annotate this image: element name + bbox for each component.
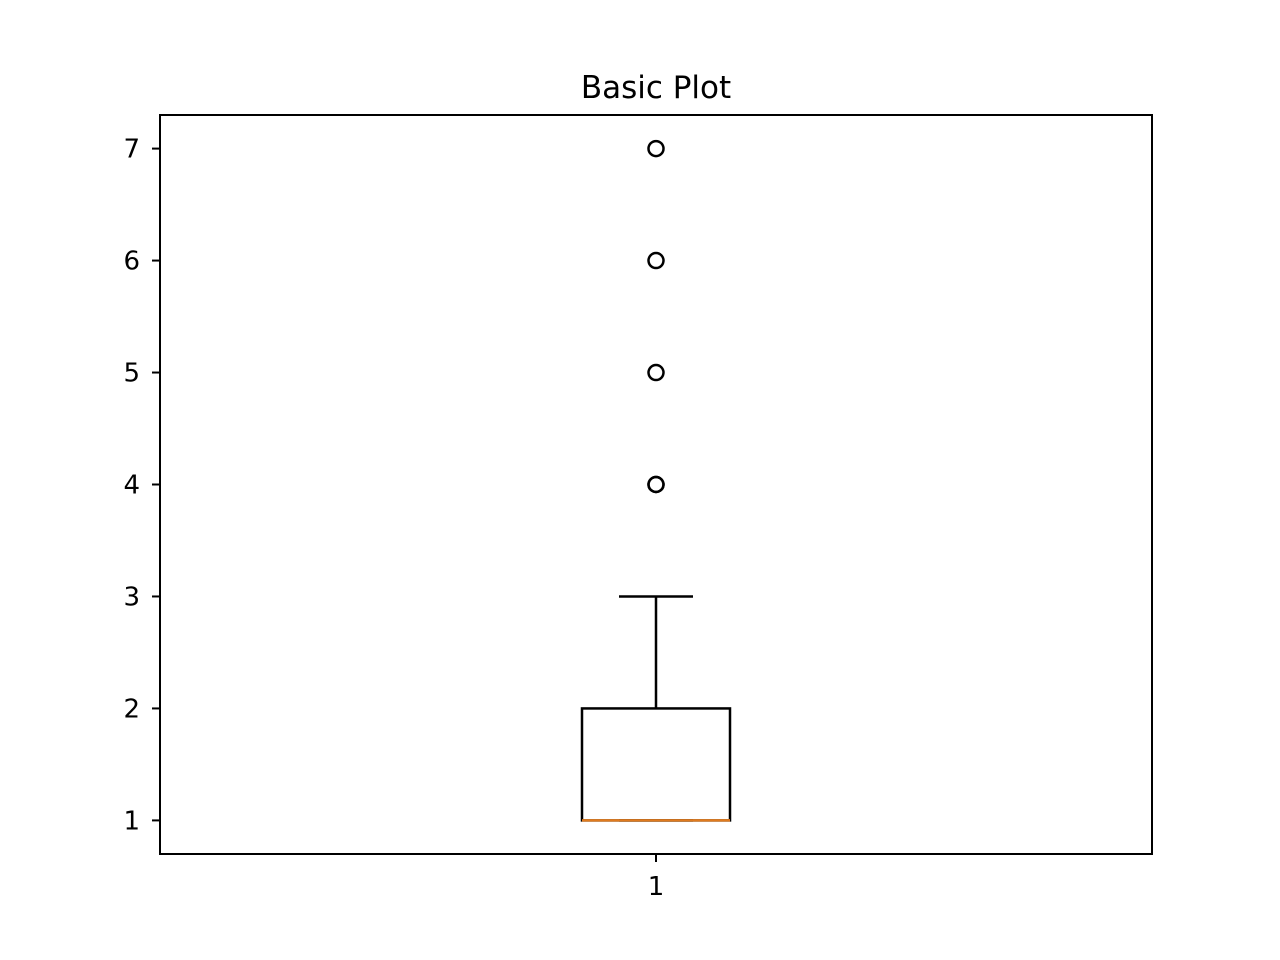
y-tick-label: 6 (123, 247, 140, 277)
outlier-point (647, 475, 665, 494)
y-tick-label: 4 (123, 471, 140, 501)
plot-area: 1 2 3 4 5 6 7 1 (123, 114, 1153, 902)
chart-title: Basic Plot (581, 70, 731, 106)
axes-frame (159, 114, 1153, 855)
box-iqr (580, 707, 732, 822)
outlier-point (647, 139, 665, 158)
x-tick-label: 1 (648, 872, 665, 902)
y-tick-label: 2 (123, 694, 140, 724)
y-tick-label: 3 (123, 582, 140, 612)
y-tick-label: 5 (123, 359, 140, 389)
y-tick-label: 7 (123, 135, 140, 165)
outlier-point (647, 251, 665, 270)
y-tick-label: 1 (123, 806, 140, 836)
outlier-point (647, 363, 665, 382)
